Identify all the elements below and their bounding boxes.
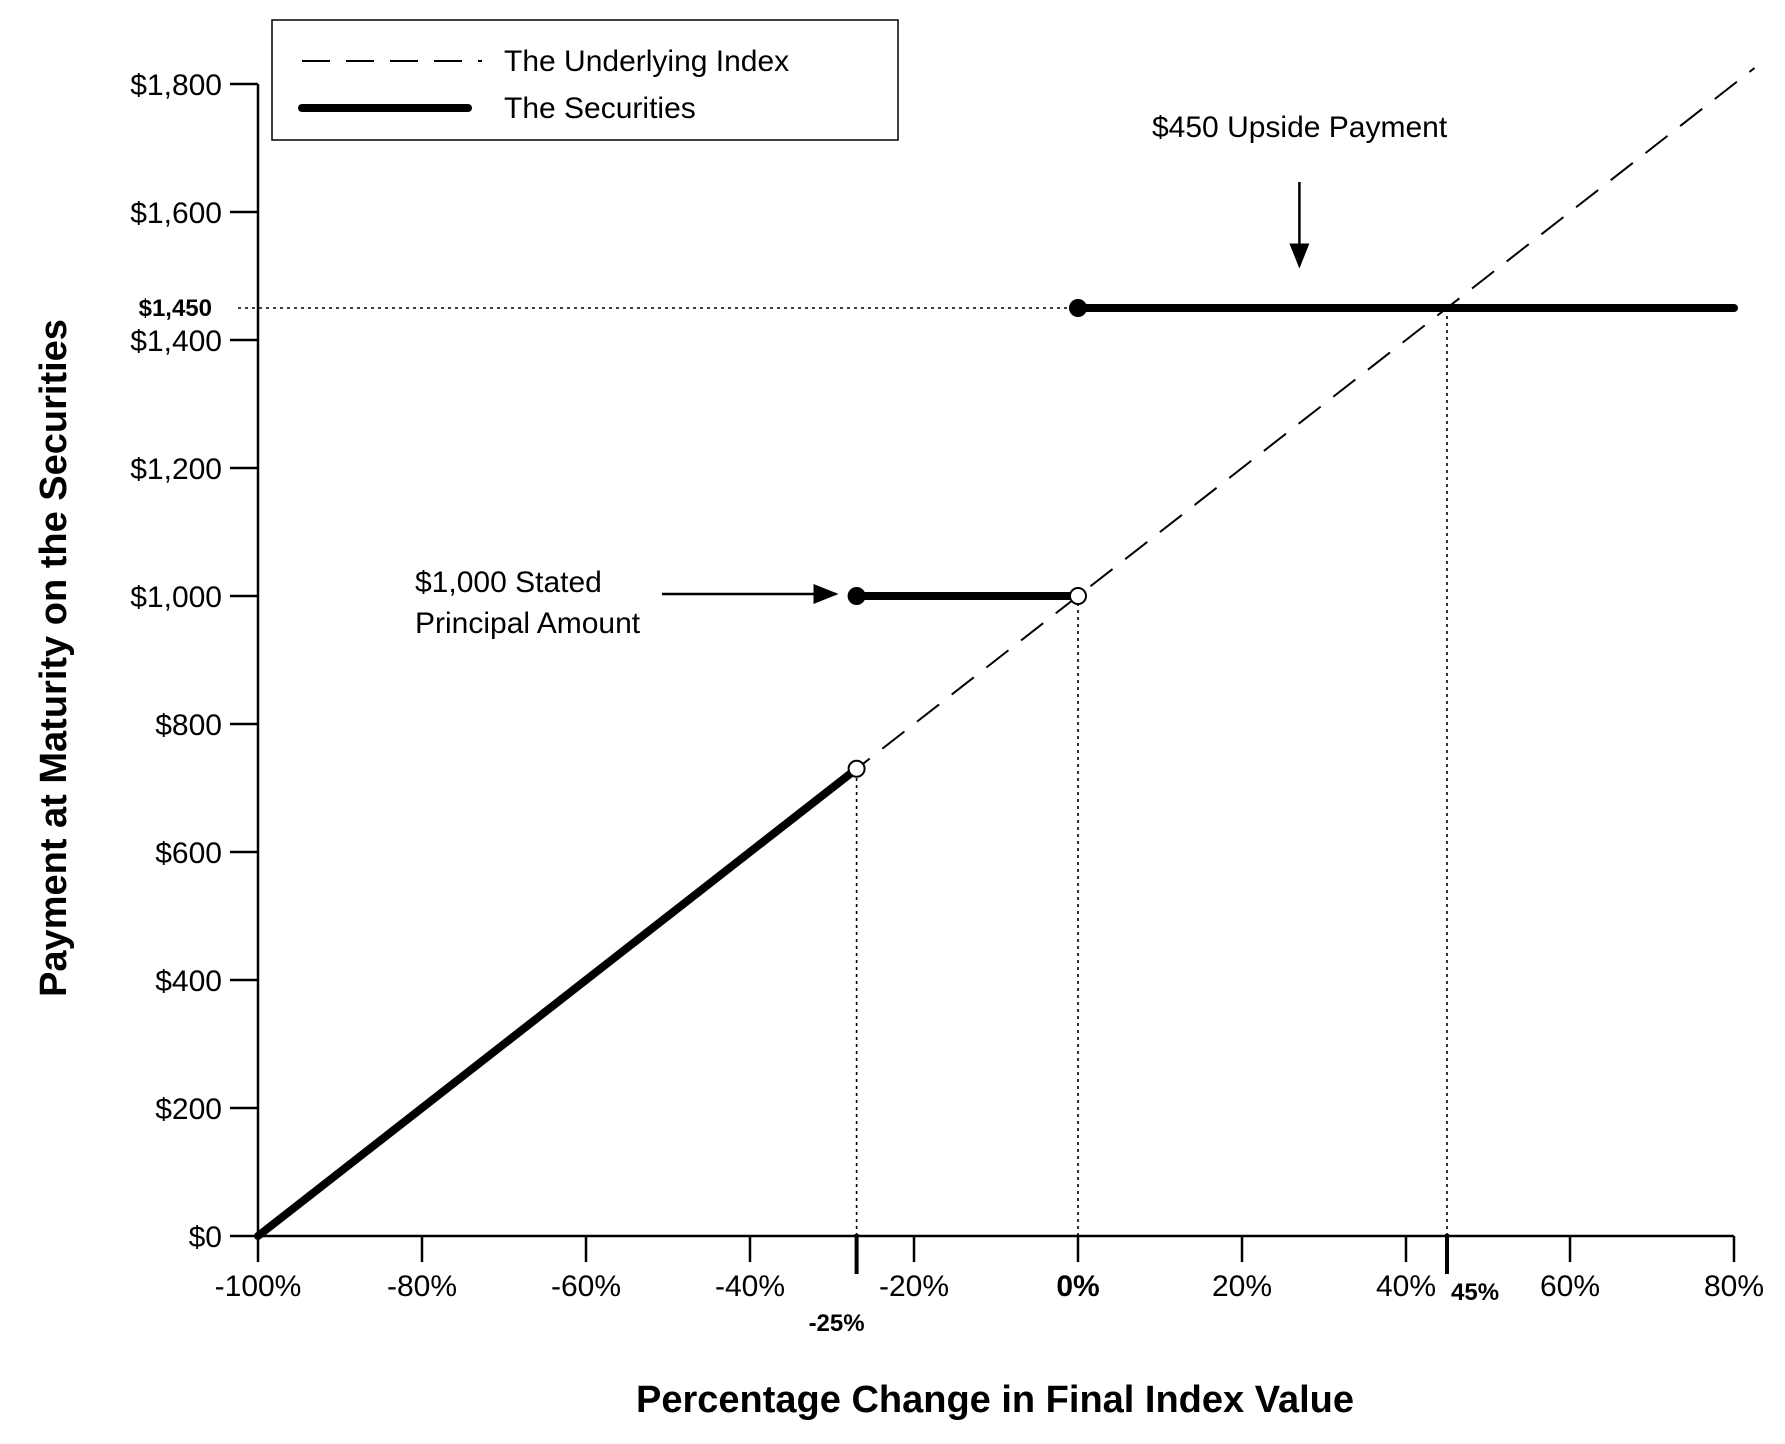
x-tick-label: 0% — [1056, 1270, 1099, 1303]
x-axis-title: Percentage Change in Final Index Value — [636, 1379, 1354, 1421]
annotation-upside-payment-text: $450 Upside Payment — [1152, 111, 1448, 144]
securities-series — [254, 299, 1738, 1240]
legend: The Underlying Index The Securities — [271, 19, 899, 141]
y-axis-title: Payment at Maturity on the Securities — [33, 319, 75, 997]
y-tick-label: $1,000 — [130, 581, 222, 614]
x-tick-label: 40% — [1376, 1270, 1436, 1303]
securities-point-open — [847, 759, 866, 778]
annotation-stated-principal-line1: $1,000 Stated — [415, 566, 602, 599]
x-tick-label: -100% — [215, 1270, 302, 1303]
y-tick-label: $1,600 — [130, 197, 222, 230]
y-tick-label: $200 — [155, 1093, 222, 1126]
annotation-stated-principal-line2: Principal Amount — [415, 607, 641, 640]
reference-lines — [238, 307, 1448, 1236]
legend-box — [271, 19, 899, 141]
annotation-upside-payment: $450 Upside Payment — [1152, 111, 1448, 269]
x-tick-label: -60% — [551, 1270, 621, 1303]
y-tick-label-special: $1,450 — [139, 295, 212, 322]
x-special-tick-label: -25% — [809, 1310, 865, 1337]
x-tick-label: 80% — [1704, 1270, 1764, 1303]
x-tick-label: 20% — [1212, 1270, 1272, 1303]
x-tick-label: 60% — [1540, 1270, 1600, 1303]
y-tick-label: $1,200 — [130, 453, 222, 486]
annotation-stated-principal: $1,000 Stated Principal Amount — [415, 566, 839, 640]
securities-point-filled — [847, 587, 866, 605]
legend-label-securities: The Securities — [504, 92, 696, 125]
x-tick-label: -20% — [879, 1270, 949, 1303]
x-tick-label: -80% — [387, 1270, 457, 1303]
x-tick-label: -40% — [715, 1270, 785, 1303]
y-tick-label: $0 — [189, 1221, 222, 1254]
axes — [256, 84, 1734, 1238]
x-special-tick-label: 45% — [1451, 1279, 1499, 1306]
y-tick-label: $800 — [155, 709, 222, 742]
securities-segment — [254, 764, 861, 1240]
securities-point-open — [1069, 587, 1087, 605]
y-ticks: $0 $200 $400 $600 $800 $1,000 $1,200 $1,400 $1,6… — [130, 69, 258, 1254]
y-tick-label: $1,800 — [130, 69, 222, 102]
x-ticks: -100% -80% -60% -40% -20% 0% 20% 40% 60% 80% -25% 4… — [215, 1234, 1764, 1337]
y-tick-label: $400 — [155, 965, 222, 998]
y-tick-label: $600 — [155, 837, 222, 870]
legend-label-underlying-index: The Underlying Index — [504, 45, 789, 78]
y-tick-label: $1,400 — [130, 325, 222, 358]
securities-point-filled — [1069, 299, 1087, 317]
